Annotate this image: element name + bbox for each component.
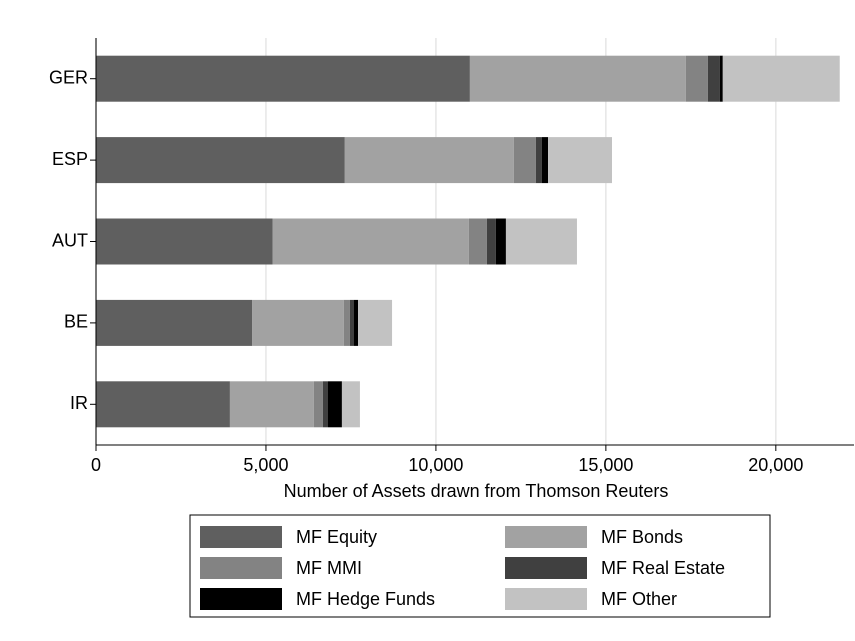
y-tick-label: AUT [52, 230, 88, 250]
bar-segment [535, 137, 542, 184]
legend-swatch [200, 588, 282, 610]
bar-segment [548, 137, 612, 184]
legend-label: MF Bonds [601, 527, 683, 547]
bar-segment [229, 381, 314, 428]
legend-swatch [200, 526, 282, 548]
bar-segment [353, 299, 359, 346]
bar-segment [541, 137, 549, 184]
bar-segment [96, 218, 273, 265]
bar-segment [719, 55, 723, 102]
bar-segment [96, 381, 230, 428]
y-tick-label: GER [49, 67, 88, 87]
legend [189, 514, 771, 618]
legend-label: MF Other [601, 589, 677, 609]
bar-segment [358, 299, 393, 346]
bar-segment [685, 55, 708, 102]
bar-segment [313, 381, 323, 428]
bar-segment [96, 55, 470, 102]
bar-segment [272, 218, 469, 265]
bar-segment [513, 137, 536, 184]
y-tick-label: IR [70, 393, 88, 413]
bar-segment [469, 55, 686, 102]
legend-swatch [200, 557, 282, 579]
x-axis-label: Number of Assets drawn from Thomson Reut… [284, 481, 669, 501]
bar-segment [349, 299, 354, 346]
legend-label: MF Hedge Funds [296, 589, 435, 609]
legend-label: MF Real Estate [601, 558, 725, 578]
legend-swatch [505, 557, 587, 579]
bar-segment [322, 381, 328, 428]
bar-segment [327, 381, 342, 428]
y-tick-label: ESP [52, 149, 88, 169]
bar-segment [343, 299, 350, 346]
y-tick-label: BE [64, 312, 88, 332]
bar-segment [252, 299, 344, 346]
bar-segment [341, 381, 360, 428]
x-tick-label: 10,000 [408, 455, 463, 475]
bar-segment [344, 137, 514, 184]
bar-segment [486, 218, 496, 265]
legend-label: MF Equity [296, 527, 377, 547]
bar-segment [495, 218, 506, 265]
x-tick-label: 20,000 [748, 455, 803, 475]
bar-segment [707, 55, 720, 102]
bar-segment [505, 218, 577, 265]
x-tick-label: 0 [91, 455, 101, 475]
legend-swatch [505, 526, 587, 548]
legend-swatch [505, 588, 587, 610]
bar-segment [468, 218, 487, 265]
bar-segment [722, 55, 840, 102]
x-tick-label: 15,000 [578, 455, 633, 475]
x-tick-label: 5,000 [243, 455, 288, 475]
legend-label: MF MMI [296, 558, 362, 578]
bar-segment [96, 137, 345, 184]
bar-segment [96, 299, 253, 346]
